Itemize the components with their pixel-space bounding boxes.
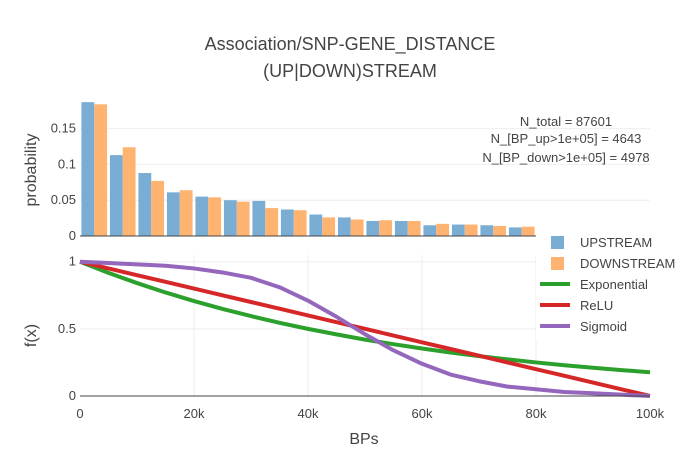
histogram-bar-downstream: [122, 147, 136, 236]
histogram-bar-upstream: [280, 209, 294, 236]
functions-y-tick-label: 0.5: [58, 321, 76, 336]
histogram-bar-downstream: [493, 225, 507, 236]
histogram-bar-upstream: [337, 217, 351, 236]
histogram-bar-upstream: [223, 200, 237, 236]
legend-label: Exponential: [580, 277, 648, 292]
legend-swatch-bar: [551, 236, 564, 249]
histogram-bar-upstream: [81, 102, 95, 236]
histogram-bar-downstream: [179, 190, 193, 236]
legend-swatch-bar: [551, 257, 564, 270]
legend-label: UPSTREAM: [580, 235, 652, 250]
legend-label: DOWNSTREAM: [580, 256, 675, 271]
histogram-bar-upstream: [109, 155, 123, 236]
annotation-n-total: N_total = 87601: [520, 114, 612, 129]
functions-x-tick-label: 60k: [412, 406, 433, 421]
functions-x-tick-label: 20k: [184, 406, 205, 421]
function-line-relu: [79, 259, 651, 398]
function-line-exponential: [79, 259, 651, 375]
legend-label: ReLU: [580, 298, 613, 313]
functions-y-ticks: 00.51: [58, 254, 76, 403]
histogram-bars: [81, 102, 535, 236]
functions-x-tick-label: 40k: [298, 406, 319, 421]
histogram-bar-downstream: [265, 208, 279, 236]
histogram-y-axis-label: probability: [23, 134, 40, 207]
functions-x-tick-label: 0: [76, 406, 83, 421]
histogram-bar-upstream: [195, 196, 209, 236]
functions-x-tick-label: 100k: [636, 406, 665, 421]
legend-label: Sigmoid: [580, 319, 627, 334]
histogram-bar-downstream: [208, 197, 222, 236]
functions-y-tick-label: 1: [69, 254, 76, 269]
histogram-bar-upstream: [451, 224, 465, 236]
histogram-annotation: N_total = 87601 N_[BP_up>1e+05] = 4643 N…: [482, 114, 649, 165]
histogram-bar-downstream: [407, 220, 421, 236]
histogram-bar-downstream: [94, 104, 108, 236]
histogram-bar-upstream: [366, 220, 380, 236]
histogram-y-tick-label: 0.15: [51, 121, 76, 136]
histogram-bar-downstream: [293, 210, 307, 236]
histogram-bar-upstream: [480, 225, 494, 236]
histogram-bar-upstream: [394, 220, 408, 236]
histogram-bar-downstream: [322, 217, 336, 236]
histogram-y-tick-label: 0.1: [58, 156, 76, 171]
histogram-y-tick-label: 0: [69, 228, 76, 243]
histogram-bar-downstream: [151, 180, 165, 236]
histogram-bar-upstream: [252, 200, 266, 236]
histogram-bar-upstream: [138, 173, 152, 236]
histogram-bar-downstream: [236, 201, 250, 236]
chart-title: Association/SNP-GENE_DISTANCE (UP|DOWN)S…: [205, 34, 496, 81]
chart-title-line-1: Association/SNP-GENE_DISTANCE: [205, 34, 496, 55]
annotation-n-bp-down: N_[BP_down>1e+05] = 4978: [482, 150, 649, 165]
histogram-bar-downstream: [464, 224, 478, 236]
functions-lines: [79, 259, 651, 398]
function-line-sigmoid: [79, 259, 651, 398]
chart-title-line-2: (UP|DOWN)STREAM: [263, 61, 437, 81]
chart-legend: UPSTREAM DOWNSTREAM Exponential ReLU Sigmoid: [536, 224, 700, 341]
histogram-bar-downstream: [379, 220, 393, 236]
histogram-bar-upstream: [166, 192, 180, 236]
functions-x-ticks: 0 20k 40k 60k 80k 100k: [76, 406, 664, 421]
annotation-n-bp-up: N_[BP_up>1e+05] = 4643: [491, 131, 642, 146]
histogram-bar-downstream: [521, 226, 535, 236]
functions-y-tick-label: 0: [69, 388, 76, 403]
functions-x-axis-label: BPs: [349, 431, 378, 448]
histogram-bar-upstream: [423, 225, 437, 236]
histogram-bar-downstream: [350, 219, 364, 236]
histogram-y-tick-label: 0.05: [51, 192, 76, 207]
histogram-bar-downstream: [436, 223, 450, 236]
functions-y-axis-label: f(x): [23, 324, 40, 347]
histogram-bar-upstream: [309, 214, 323, 236]
histogram-bar-upstream: [508, 227, 522, 236]
histogram-y-ticks: 0 0.05 0.1 0.15: [51, 121, 76, 243]
functions-x-tick-label: 80k: [526, 406, 547, 421]
